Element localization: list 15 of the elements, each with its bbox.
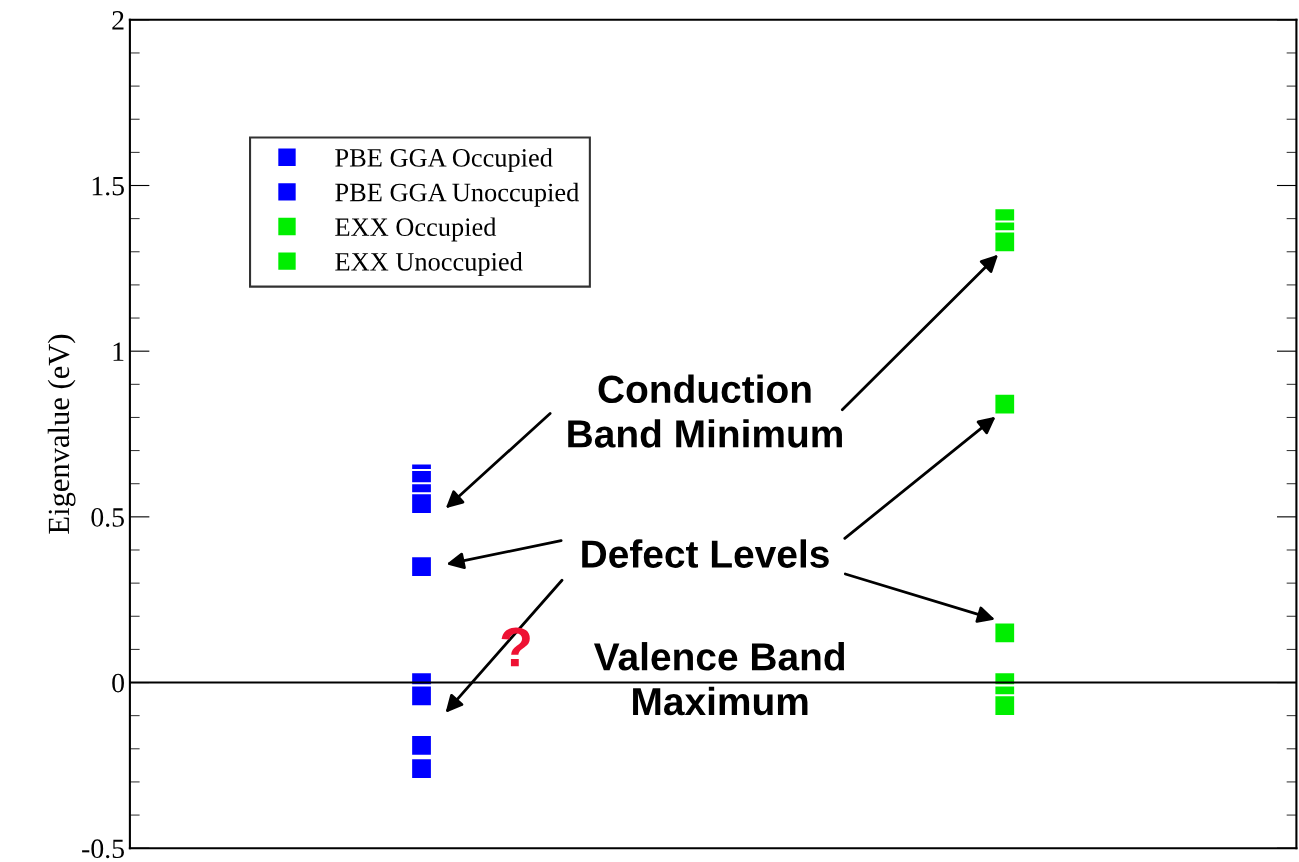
legend-label: PBE GGA Unoccupied — [335, 182, 579, 207]
annotation: ? — [501, 627, 530, 667]
y-tick-label: -0.5 — [82, 839, 124, 859]
annotation: Defect Levels — [582, 539, 829, 568]
y-axis-title: Eigenvalue (eV) — [47, 334, 76, 534]
annotation: Valence Band Maximum — [593, 642, 845, 716]
y-tick-label: 1 — [113, 342, 124, 361]
y-tick-label: 0.5 — [91, 508, 124, 527]
y-tick-label: 1.5 — [92, 176, 124, 196]
annotation: Conduction Band Minimum — [568, 374, 842, 448]
legend-label: EXX Unoccupied — [335, 252, 523, 277]
y-tick-label: 0 — [112, 673, 124, 693]
legend-label: EXX Occupied — [335, 217, 497, 242]
legend-label: PBE GGA Occupied — [335, 148, 553, 173]
y-tick-label: 2 — [112, 11, 124, 30]
